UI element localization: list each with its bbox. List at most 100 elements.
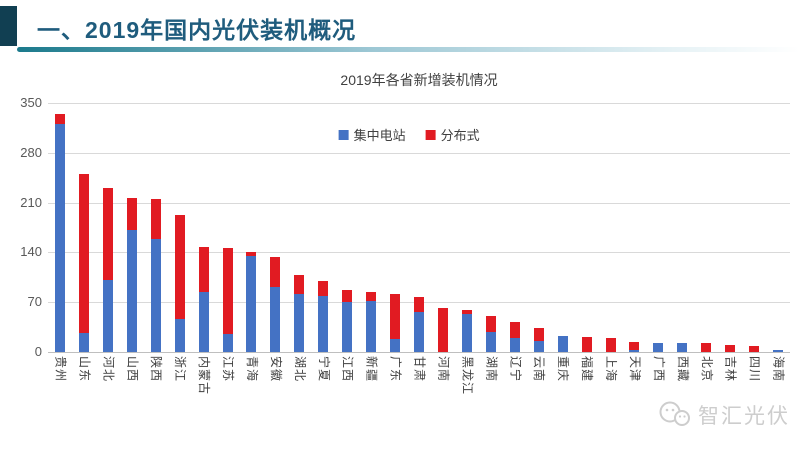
legend-label-distributed: 分布式 xyxy=(440,128,480,143)
header-accent-bar xyxy=(0,6,17,46)
stacked-bar xyxy=(174,103,185,352)
stacked-bar xyxy=(461,103,472,352)
bar-segment-centralized xyxy=(270,286,281,352)
stacked-bar xyxy=(318,103,329,352)
bar-column xyxy=(766,103,790,352)
bar-column xyxy=(503,103,527,352)
stacked-bar xyxy=(773,103,784,352)
bar-column xyxy=(383,103,407,352)
x-category-label: 江苏 xyxy=(221,356,236,383)
x-category-label: 黑龙江 xyxy=(460,356,475,396)
stacked-bar xyxy=(54,103,65,352)
bar-segment-centralized xyxy=(174,318,185,352)
x-category-label: 天津 xyxy=(627,356,642,383)
watermark: 智汇光伏 xyxy=(657,400,790,430)
bar-column xyxy=(694,103,718,352)
bar-segment-distributed xyxy=(54,114,65,125)
x-category-label: 安徽 xyxy=(268,356,283,383)
watermark-text: 智汇光伏 xyxy=(698,405,790,428)
gridline xyxy=(48,103,790,104)
x-category-label: 吉林 xyxy=(723,356,738,383)
bar-segment-centralized xyxy=(78,332,89,352)
bar-segment-centralized xyxy=(677,342,688,352)
bar-column xyxy=(742,103,766,352)
bar-segment-distributed xyxy=(581,337,592,352)
x-category-label: 江西 xyxy=(340,356,355,383)
gridline xyxy=(48,152,790,154)
bar-segment-distributed xyxy=(78,174,89,333)
x-category-label: 新疆 xyxy=(364,356,379,383)
y-tick-label: 140 xyxy=(20,244,42,260)
bar-segment-centralized xyxy=(414,312,425,352)
y-axis-tick-labels: 0 70 140 210 280 350 xyxy=(6,96,42,359)
stacked-bar xyxy=(581,103,592,352)
x-category-label: 上海 xyxy=(604,356,619,383)
bar-segment-distributed xyxy=(461,310,472,314)
bar-segment-centralized xyxy=(150,238,161,352)
bar-segment-distributed xyxy=(318,280,329,296)
x-category-label: 重庆 xyxy=(556,356,571,383)
bar-column xyxy=(455,103,479,352)
y-tick-label: 70 xyxy=(27,294,42,310)
bar-column xyxy=(72,103,96,352)
stacked-bar xyxy=(78,103,89,352)
bar-segment-distributed xyxy=(629,342,640,350)
bar-segment-distributed xyxy=(390,293,401,340)
x-category-label: 西藏 xyxy=(675,356,690,383)
chart-title: 2019年各省新增装机情况 xyxy=(340,72,498,88)
x-category-label: 河北 xyxy=(101,356,116,383)
wechat-logo-icon xyxy=(659,401,690,426)
bar-segment-centralized xyxy=(557,335,568,352)
bars xyxy=(48,103,790,352)
stacked-bar xyxy=(557,103,568,352)
bar-segment-distributed xyxy=(270,256,281,287)
bar-column xyxy=(120,103,144,352)
bar-segment-distributed xyxy=(437,307,448,352)
bar-segment-centralized xyxy=(54,124,65,352)
x-category-label: 四川 xyxy=(747,356,762,383)
bar-column xyxy=(287,103,311,352)
bar-column xyxy=(646,103,670,352)
x-axis-line xyxy=(48,352,790,353)
bar-column xyxy=(527,103,551,352)
bar-segment-distributed xyxy=(198,247,209,293)
bar-segment-distributed xyxy=(701,343,712,352)
x-category-label: 湖北 xyxy=(292,356,307,383)
bar-segment-centralized xyxy=(126,230,137,352)
bar-segment-distributed xyxy=(174,215,185,319)
bar-segment-distributed xyxy=(749,346,760,352)
x-category-label: 北京 xyxy=(699,356,714,383)
bar-segment-distributed xyxy=(246,251,257,256)
x-category-label: 海南 xyxy=(771,356,786,383)
bar-segment-distributed xyxy=(485,316,496,333)
header-divider xyxy=(17,47,800,52)
legend-item-centralized: 集中电站 xyxy=(338,125,406,144)
bar-column xyxy=(431,103,455,352)
stacked-bar xyxy=(270,103,281,352)
bar-column xyxy=(240,103,264,352)
stacked-bar xyxy=(653,103,664,352)
bar-segment-centralized xyxy=(485,332,496,352)
bar-column xyxy=(599,103,623,352)
stacked-bar xyxy=(222,103,233,352)
bar-segment-centralized xyxy=(222,334,233,352)
bar-segment-distributed xyxy=(725,344,736,352)
bar-column xyxy=(359,103,383,352)
bar-segment-distributed xyxy=(414,297,425,313)
y-tick-label: 210 xyxy=(20,194,42,210)
stacked-bar xyxy=(485,103,496,352)
bar-column xyxy=(263,103,287,352)
bar-column xyxy=(335,103,359,352)
x-category-label: 山西 xyxy=(125,356,140,383)
bar-column xyxy=(144,103,168,352)
legend-label-centralized: 集中电站 xyxy=(353,128,406,143)
x-category-label: 福建 xyxy=(580,356,595,383)
bar-segment-centralized xyxy=(198,292,209,352)
bar-segment-distributed xyxy=(222,248,233,335)
chart-plot-area: 集中电站 分布式 xyxy=(48,103,790,353)
bar-column xyxy=(168,103,192,352)
bar-segment-centralized xyxy=(102,280,113,352)
bar-segment-distributed xyxy=(509,322,520,338)
bar-column xyxy=(551,103,575,352)
